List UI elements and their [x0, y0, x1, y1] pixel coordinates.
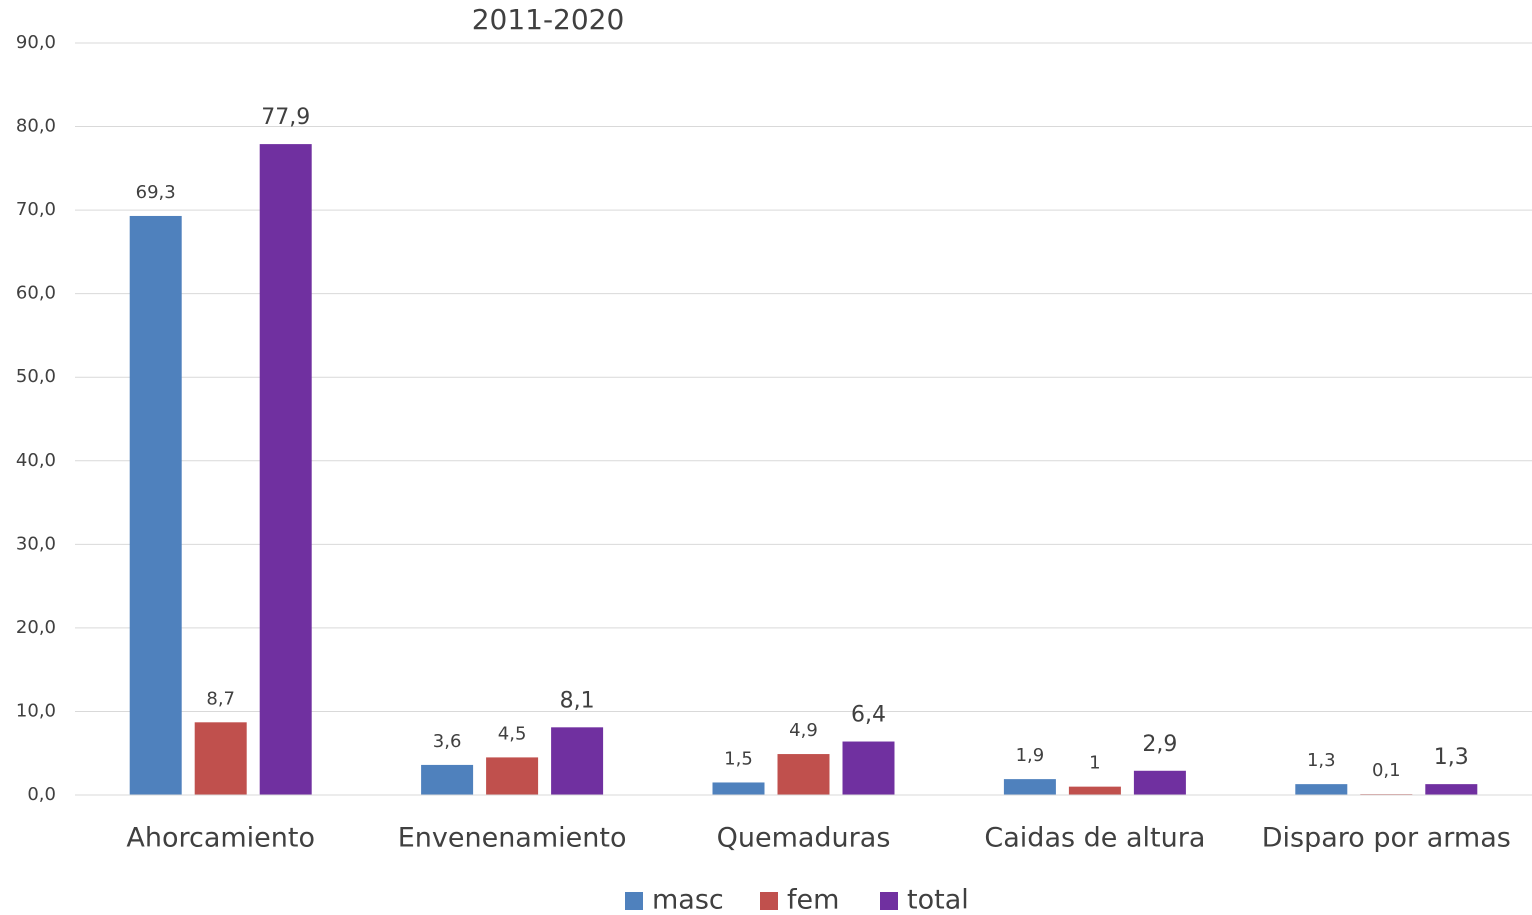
x-tick-label: Disparo por armas — [1262, 823, 1511, 854]
data-label: 6,4 — [851, 703, 886, 728]
bar — [1425, 784, 1478, 795]
chart-title: 2011-2020 — [472, 3, 625, 36]
bar — [129, 215, 182, 795]
data-label: 0,1 — [1372, 760, 1401, 781]
legend-swatch — [880, 892, 898, 910]
data-label: 69,3 — [136, 182, 176, 203]
legend-label: fem — [787, 885, 839, 915]
legend-label: masc — [652, 885, 724, 915]
bar — [486, 757, 539, 795]
y-tick-label: 10,0 — [16, 700, 56, 721]
bar — [194, 722, 247, 795]
y-tick-label: 0,0 — [27, 784, 56, 805]
bar — [842, 741, 895, 795]
y-tick-label: 50,0 — [16, 366, 56, 387]
legend-swatch — [760, 892, 778, 910]
y-tick-label: 40,0 — [16, 450, 56, 471]
y-tick-label: 90,0 — [16, 32, 56, 53]
y-tick-label: 70,0 — [16, 199, 56, 220]
x-tick-label: Caidas de altura — [984, 823, 1205, 854]
data-label: 4,5 — [498, 723, 527, 744]
legend-swatch — [625, 892, 643, 910]
bar — [421, 764, 474, 795]
data-label: 1,9 — [1016, 745, 1045, 766]
data-label: 77,9 — [261, 105, 310, 130]
y-tick-label: 80,0 — [16, 116, 56, 137]
bar — [712, 782, 765, 795]
data-label: 3,6 — [433, 731, 462, 752]
y-tick-label: 20,0 — [16, 617, 56, 638]
x-tick-label: Envenenamiento — [398, 823, 627, 854]
bar — [1068, 786, 1121, 795]
bar — [259, 144, 312, 795]
x-tick-label: Ahorcamiento — [126, 823, 315, 854]
data-label: 1 — [1089, 753, 1100, 774]
data-label: 1,3 — [1434, 745, 1469, 770]
x-tick-label: Quemaduras — [717, 823, 891, 854]
data-label: 2,9 — [1142, 732, 1177, 757]
data-label: 1,5 — [724, 748, 753, 769]
y-tick-label: 30,0 — [16, 533, 56, 554]
bar — [1003, 779, 1056, 795]
data-label: 1,3 — [1307, 750, 1336, 771]
bar — [1133, 770, 1186, 795]
bar — [1295, 784, 1348, 795]
legend-label: total — [907, 885, 969, 915]
y-tick-label: 60,0 — [16, 283, 56, 304]
bar — [777, 754, 830, 795]
data-label: 8,7 — [206, 688, 235, 709]
bar — [551, 727, 604, 795]
data-label: 8,1 — [560, 688, 595, 713]
data-label: 4,9 — [789, 720, 818, 741]
